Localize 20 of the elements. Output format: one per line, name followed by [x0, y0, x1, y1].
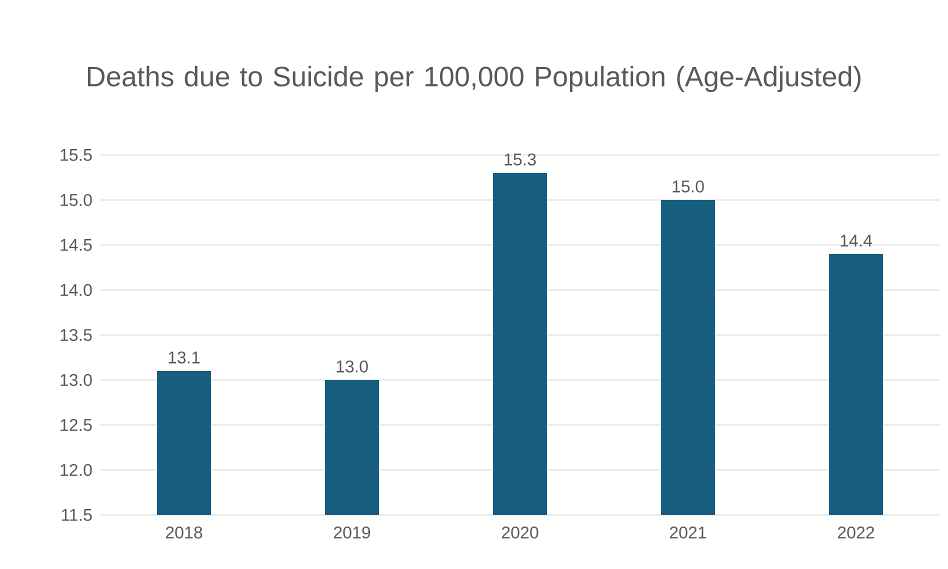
x-tick-label: 2020 [502, 526, 538, 539]
data-label: 15.3 [504, 153, 536, 166]
y-tick-label: 15.0 [60, 194, 92, 206]
chart-title: Deaths due to Suicide per 100,000 Population (Age-Adjusted) [88, 66, 860, 92]
y-tick-label: 15.5 [60, 149, 92, 161]
x-tick-label: 2021 [670, 526, 706, 539]
data-label: 13.1 [168, 351, 200, 364]
y-tick-label: 11.5 [62, 509, 92, 521]
y-tick-label: 14.0 [60, 284, 92, 296]
x-tick-label: 2018 [166, 526, 202, 539]
y-tick-label: 12.5 [60, 418, 92, 432]
y-tick-label: 12.0 [60, 464, 92, 476]
data-label: 13.0 [336, 360, 368, 372]
y-tick-label: 14.5 [60, 239, 92, 251]
data-label: 14.4 [840, 234, 872, 246]
y-tick-label: 13.0 [60, 374, 92, 386]
y-tick-label: 13.5 [60, 328, 92, 342]
x-tick-label: 2022 [838, 526, 874, 539]
data-label: 15.0 [672, 180, 704, 192]
x-tick-label: 2019 [334, 526, 370, 539]
